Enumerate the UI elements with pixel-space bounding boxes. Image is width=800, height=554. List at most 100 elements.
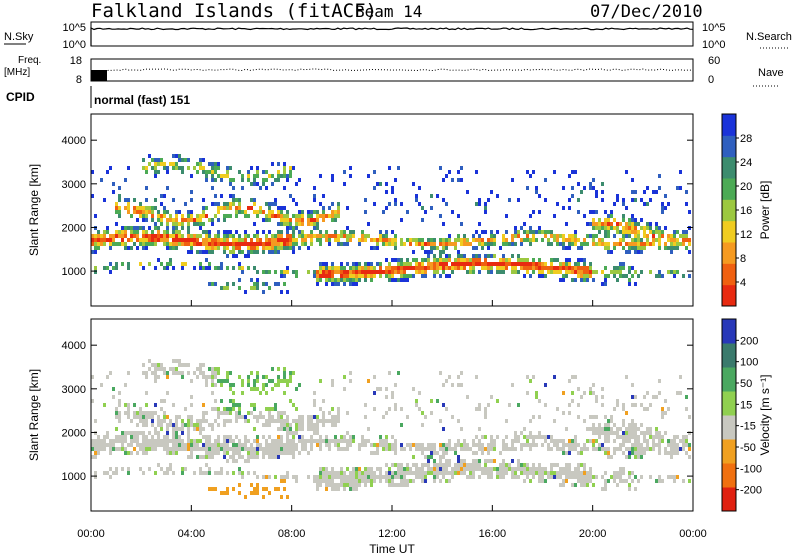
power-cell: [190, 238, 193, 242]
velocity-cell: [268, 491, 271, 495]
velocity-cell: [271, 455, 274, 459]
velocity-cell: [283, 411, 286, 415]
power-cell: [490, 234, 493, 238]
power-cell: [622, 214, 625, 218]
velocity-cell: [325, 479, 328, 483]
velocity-cell: [400, 475, 403, 479]
power-cell: [514, 266, 517, 270]
velocity-cell: [577, 471, 580, 475]
power-cell: [115, 262, 118, 266]
velocity-cell: [403, 467, 406, 471]
power-cell: [607, 214, 610, 218]
velocity-cell: [577, 387, 580, 391]
power-cell: [274, 238, 277, 242]
power-cell: [475, 238, 478, 242]
velocity-cell: [655, 395, 658, 399]
velocity-cell: [388, 407, 391, 411]
velocity-cell: [334, 443, 337, 447]
velocity-cell: [676, 451, 679, 455]
power-cell: [649, 230, 652, 234]
power-cell: [400, 242, 403, 246]
velocity-cell: [631, 403, 634, 407]
velocity-cell: [658, 391, 661, 395]
power-cell: [241, 238, 244, 242]
power-cell: [460, 258, 463, 262]
velocity-cell: [325, 439, 328, 443]
nsearch-tick-top: 10^5: [702, 22, 726, 34]
velocity-cell: [163, 371, 166, 375]
velocity-cell: [457, 443, 460, 447]
power-cell: [631, 266, 634, 270]
velocity-cell: [469, 463, 472, 467]
power-cell: [205, 242, 208, 246]
power-cell: [163, 162, 166, 166]
velocity-cell: [355, 487, 358, 491]
velocity-cell: [457, 467, 460, 471]
velocity-cell: [226, 435, 229, 439]
power-cell: [607, 230, 610, 234]
power-cell: [352, 266, 355, 270]
power-cell: [277, 234, 280, 238]
velocity-cell: [457, 383, 460, 387]
velocity-cell: [418, 475, 421, 479]
power-cell: [106, 230, 109, 234]
velocity-cell: [163, 443, 166, 447]
velocity-cell: [175, 423, 178, 427]
power-cell: [418, 270, 421, 274]
power-cell: [466, 258, 469, 262]
power-cell: [280, 270, 283, 274]
velocity-cell: [202, 443, 205, 447]
power-cell: [103, 234, 106, 238]
power-cell: [172, 222, 175, 226]
velocity-cell: [220, 399, 223, 403]
velocity-cell: [529, 435, 532, 439]
velocity-cell: [238, 411, 241, 415]
power-cell: [613, 218, 616, 222]
velocity-cell: [481, 471, 484, 475]
power-cell: [202, 250, 205, 254]
velocity-cell: [535, 395, 538, 399]
velocity-cell: [670, 439, 673, 443]
velocity-cell: [310, 415, 313, 419]
power-cell: [598, 230, 601, 234]
velocity-cell: [634, 487, 637, 491]
velocity-cell: [601, 487, 604, 491]
power-cell: [580, 258, 583, 262]
velocity-cell: [610, 415, 613, 419]
velocity-cell: [253, 491, 256, 495]
velocity-cell: [565, 471, 568, 475]
velocity-cell: [151, 415, 154, 419]
velocity-cell: [538, 415, 541, 419]
velocity-cell: [232, 403, 235, 407]
velocity-cell: [97, 439, 100, 443]
power-cell: [292, 242, 295, 246]
y-tick-label: 2000: [62, 222, 86, 234]
velocity-cell: [151, 443, 154, 447]
power-cell: [604, 218, 607, 222]
power-cell: [226, 286, 229, 290]
velocity-cell: [289, 427, 292, 431]
power-cell: [373, 270, 376, 274]
power-cell: [262, 218, 265, 222]
velocity-cell: [538, 471, 541, 475]
velocity-cell: [658, 451, 661, 455]
velocity-cell: [475, 375, 478, 379]
velocity-cell: [214, 407, 217, 411]
velocity-cell: [379, 475, 382, 479]
velocity-cell: [532, 443, 535, 447]
power-cell: [670, 238, 673, 242]
power-cell: [199, 158, 202, 162]
velocity-cell: [385, 447, 388, 451]
power-cell: [640, 218, 643, 222]
velocity-cell: [613, 431, 616, 435]
velocity-cell: [292, 455, 295, 459]
velocity-cell: [469, 447, 472, 451]
y-tick-label: 2000: [62, 427, 86, 439]
power-cell: [415, 266, 418, 270]
power-cell: [496, 270, 499, 274]
power-cell: [304, 242, 307, 246]
velocity-cell: [637, 427, 640, 431]
velocity-cell: [406, 467, 409, 471]
velocity-cell: [169, 367, 172, 371]
power-cell: [394, 178, 397, 182]
